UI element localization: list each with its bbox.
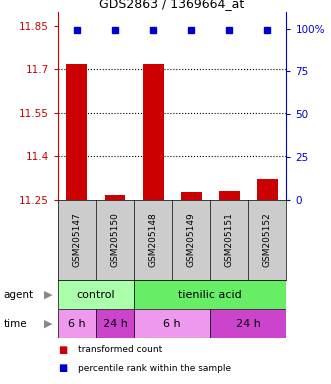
Text: agent: agent bbox=[3, 290, 33, 300]
Text: transformed count: transformed count bbox=[78, 345, 162, 354]
Text: 6 h: 6 h bbox=[68, 318, 86, 329]
Text: GSM205149: GSM205149 bbox=[187, 213, 196, 267]
Text: control: control bbox=[77, 290, 115, 300]
Bar bbox=[58, 280, 134, 309]
Bar bbox=[67, 64, 87, 200]
Text: 24 h: 24 h bbox=[103, 318, 127, 329]
Bar bbox=[58, 309, 96, 338]
Bar bbox=[210, 309, 286, 338]
Bar bbox=[134, 309, 210, 338]
Bar bbox=[134, 280, 286, 309]
Text: ▶: ▶ bbox=[44, 318, 52, 329]
Bar bbox=[143, 64, 164, 200]
Text: ■: ■ bbox=[58, 345, 67, 355]
Text: GSM205151: GSM205151 bbox=[225, 213, 234, 267]
Text: 6 h: 6 h bbox=[163, 318, 181, 329]
Text: ▶: ▶ bbox=[44, 290, 52, 300]
Text: GSM205150: GSM205150 bbox=[111, 213, 119, 267]
Bar bbox=[105, 195, 125, 200]
Bar bbox=[181, 192, 202, 200]
Bar bbox=[257, 179, 278, 200]
Text: GSM205152: GSM205152 bbox=[263, 213, 272, 267]
Bar bbox=[96, 309, 134, 338]
Bar bbox=[219, 191, 240, 200]
Text: tienilic acid: tienilic acid bbox=[178, 290, 242, 300]
Text: 24 h: 24 h bbox=[236, 318, 261, 329]
Text: GSM205147: GSM205147 bbox=[72, 213, 81, 267]
Text: percentile rank within the sample: percentile rank within the sample bbox=[78, 364, 231, 373]
Text: GSM205148: GSM205148 bbox=[149, 213, 158, 267]
Title: GDS2863 / 1369664_at: GDS2863 / 1369664_at bbox=[100, 0, 245, 10]
Text: time: time bbox=[3, 318, 27, 329]
Text: ■: ■ bbox=[58, 363, 67, 373]
